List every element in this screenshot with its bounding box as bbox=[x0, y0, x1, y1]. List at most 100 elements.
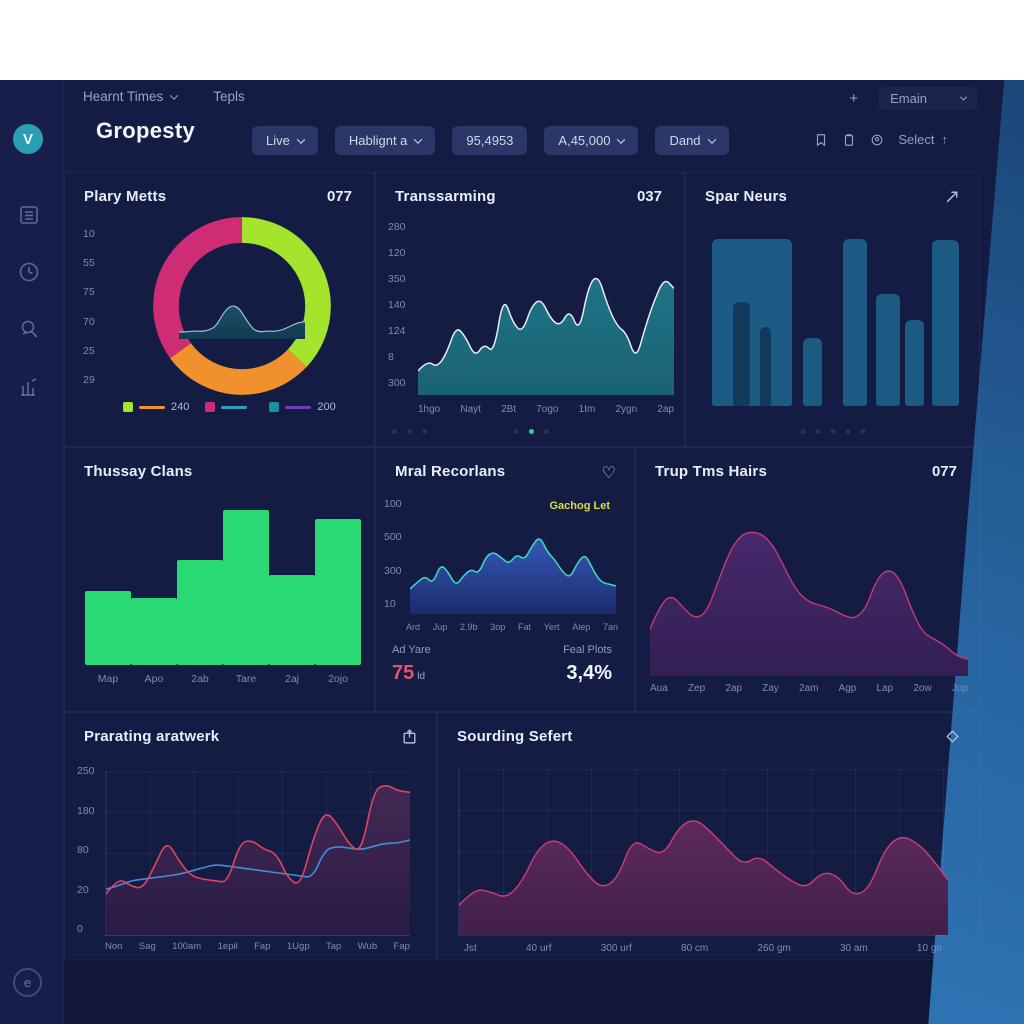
axis-label: 100am bbox=[172, 941, 202, 952]
pagination-dot[interactable] bbox=[830, 429, 835, 434]
chevron-down-icon bbox=[414, 134, 423, 144]
axis-label: Jst bbox=[464, 943, 477, 954]
axis-label: 29 bbox=[83, 373, 95, 386]
axis-label: Tare bbox=[235, 673, 257, 685]
stat-ad-yare: Ad Yare 75 ld bbox=[392, 644, 431, 685]
top-navigation-right: + Emain bbox=[849, 87, 978, 110]
pagination-dot[interactable] bbox=[514, 429, 519, 434]
stat-value: 75 bbox=[392, 662, 415, 684]
card-spar-neurs: Spar Neurs bbox=[685, 172, 980, 447]
pagination-dot[interactable] bbox=[392, 429, 397, 434]
axis-label: 2ap bbox=[725, 683, 742, 694]
card-value: 037 bbox=[636, 188, 662, 205]
bottom-strip bbox=[0, 958, 1024, 1024]
bar-column: 2aj bbox=[269, 500, 315, 685]
filter-live[interactable]: Live bbox=[252, 126, 318, 155]
filter-dand[interactable]: Dand bbox=[655, 126, 729, 155]
axis-label: 2ap bbox=[657, 404, 674, 415]
bar-chart-icon[interactable] bbox=[17, 375, 47, 405]
diamond-icon[interactable] bbox=[944, 728, 961, 745]
bar bbox=[803, 337, 822, 406]
pagination-dots[interactable] bbox=[800, 429, 865, 434]
axis-label: 180 bbox=[77, 804, 95, 817]
pagination-dot[interactable] bbox=[544, 429, 549, 434]
pagination-dot[interactable] bbox=[529, 429, 534, 434]
clock-icon[interactable] bbox=[17, 260, 47, 290]
select-button[interactable]: Select ↑ bbox=[898, 132, 948, 147]
axis-label: 40 urf bbox=[525, 943, 552, 954]
axis-label: Lap bbox=[876, 683, 894, 694]
axis-label: 124 bbox=[388, 325, 406, 337]
bar-chart: Map Apo 2ab Tare 2aj 2ojo bbox=[85, 500, 361, 685]
nav-menu-tepls[interactable]: Tepls bbox=[213, 89, 245, 104]
filter-dand-label: Dand bbox=[669, 133, 701, 148]
bar bbox=[760, 326, 771, 406]
legend-swatch bbox=[123, 402, 133, 412]
card-value: 077 bbox=[326, 188, 352, 205]
pagination-dot[interactable] bbox=[422, 429, 427, 434]
share-icon[interactable] bbox=[944, 188, 961, 205]
filter-hablignt[interactable]: Hablignt a bbox=[334, 126, 436, 155]
axis-label: 2Bt bbox=[501, 404, 517, 415]
pagination-dot[interactable] bbox=[860, 429, 865, 434]
legend-item[interactable]: 240 bbox=[123, 401, 189, 413]
axis-label: 10 bbox=[384, 597, 396, 610]
stat-value: 3,4% bbox=[566, 662, 612, 684]
heart-icon[interactable]: ♡ bbox=[601, 465, 616, 482]
bar bbox=[223, 510, 269, 665]
account-menu[interactable]: Emain bbox=[878, 87, 978, 110]
axis-label: 55 bbox=[83, 257, 95, 270]
axis-label: 260 gm bbox=[757, 943, 791, 954]
pagination-dot[interactable] bbox=[815, 429, 820, 434]
axis-label: 1epil bbox=[217, 941, 238, 952]
chart-legend: 240 200 bbox=[123, 401, 336, 413]
axis-label: 20 bbox=[77, 883, 89, 896]
axis-label: 120 bbox=[388, 247, 406, 259]
chevron-down-icon bbox=[707, 134, 716, 144]
axis-label: Jup bbox=[432, 622, 448, 632]
card-title: Mral Recorlans bbox=[395, 463, 506, 480]
pagination-dot[interactable] bbox=[845, 429, 850, 434]
chevron-down-icon bbox=[170, 90, 179, 100]
card-title: Trup Tms Hairs bbox=[655, 463, 767, 480]
clipboard-icon[interactable] bbox=[842, 133, 856, 147]
axis-label: 2ojo bbox=[328, 673, 348, 685]
filter-amount[interactable]: A,45,000 bbox=[544, 126, 639, 155]
bar bbox=[315, 519, 361, 665]
avatar[interactable]: V bbox=[13, 124, 43, 154]
axis-label: 30 am bbox=[839, 943, 868, 954]
axis-label: Nayt bbox=[460, 404, 481, 415]
top-navigation: Hearnt Times Tepls bbox=[83, 89, 245, 104]
card-title: Thussay Clans bbox=[84, 463, 193, 480]
pagination-dot[interactable] bbox=[407, 429, 412, 434]
axis-label: 70 bbox=[83, 315, 95, 328]
search-icon[interactable] bbox=[17, 317, 47, 347]
legend-item[interactable] bbox=[205, 402, 253, 412]
footer-badge[interactable]: e bbox=[13, 968, 42, 997]
bar bbox=[712, 238, 793, 406]
axis-label: 250 bbox=[77, 765, 95, 777]
pagination-dot[interactable] bbox=[800, 429, 805, 434]
nav-menu-tepls-label: Tepls bbox=[213, 89, 245, 104]
nav-menu-times[interactable]: Hearnt Times bbox=[83, 89, 179, 104]
legend-item[interactable]: 200 bbox=[269, 401, 336, 413]
filter-number-label: 95,4953 bbox=[466, 133, 514, 148]
add-icon[interactable]: + bbox=[849, 90, 859, 107]
pagination-dots[interactable] bbox=[392, 429, 427, 434]
pagination-dots[interactable] bbox=[514, 429, 549, 434]
card-prarating-aratwerk: Prarating aratwerk 250 180 80 20 0 Non Sag 100… bbox=[64, 712, 437, 960]
bookmark-icon[interactable] bbox=[814, 133, 828, 147]
user-circle-icon[interactable] bbox=[870, 133, 884, 147]
export-icon[interactable] bbox=[401, 728, 418, 745]
legend-line bbox=[221, 405, 248, 409]
document-icon[interactable] bbox=[17, 203, 47, 233]
axis-label: Fap bbox=[254, 941, 271, 952]
bar bbox=[269, 575, 315, 665]
axis-label: Zep bbox=[687, 683, 706, 694]
bar bbox=[85, 590, 131, 665]
filter-number[interactable]: 95,4953 bbox=[452, 126, 528, 155]
axis-label: Non bbox=[105, 941, 123, 952]
axis-label: 300 bbox=[388, 377, 406, 389]
axis-label: 2aj bbox=[284, 673, 299, 685]
bar bbox=[843, 238, 868, 406]
